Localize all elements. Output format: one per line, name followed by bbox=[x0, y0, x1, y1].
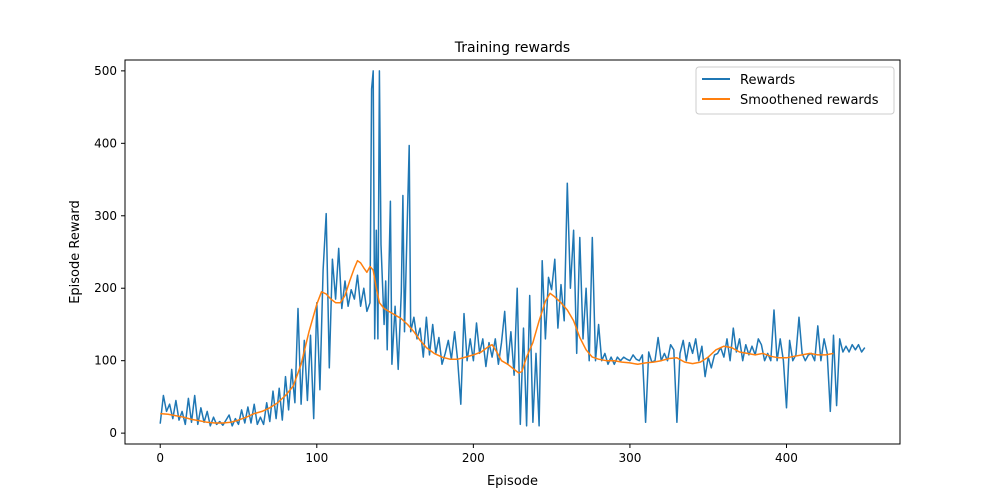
x-tick-label: 200 bbox=[462, 451, 485, 465]
series-line-rewards bbox=[159, 70, 866, 427]
series-layer bbox=[159, 70, 866, 427]
y-tick-label: 400 bbox=[94, 136, 117, 150]
legend: Rewards Smoothened rewards bbox=[695, 66, 895, 115]
legend-label-rewards: Rewards bbox=[740, 73, 795, 88]
x-tick-label: 400 bbox=[775, 451, 798, 465]
y-tick-label: 500 bbox=[94, 64, 117, 78]
legend-box bbox=[695, 66, 895, 115]
x-tick-label: 0 bbox=[156, 451, 164, 465]
chart-title: Training rewards bbox=[454, 40, 570, 56]
y-tick-label: 300 bbox=[94, 209, 117, 223]
y-tick-label: 200 bbox=[94, 281, 117, 295]
x-tick-label: 300 bbox=[618, 451, 641, 465]
y-tick-label: 0 bbox=[109, 426, 117, 440]
x-axis-label: Episode bbox=[487, 474, 538, 489]
plot-area: 0 100 200 300 400 0 100 200 300 400 500 bbox=[94, 59, 901, 465]
y-tick-label: 100 bbox=[94, 354, 117, 368]
series-line-smoothened-rewards bbox=[160, 259, 834, 424]
x-axis-ticks: 0 100 200 300 400 bbox=[156, 444, 798, 465]
y-axis-label: Episode Reward bbox=[68, 200, 83, 304]
x-tick-label: 100 bbox=[305, 451, 328, 465]
legend-label-smoothened-rewards: Smoothened rewards bbox=[740, 93, 879, 108]
plot-frame bbox=[124, 59, 901, 445]
y-axis-ticks: 0 100 200 300 400 500 bbox=[94, 64, 125, 440]
